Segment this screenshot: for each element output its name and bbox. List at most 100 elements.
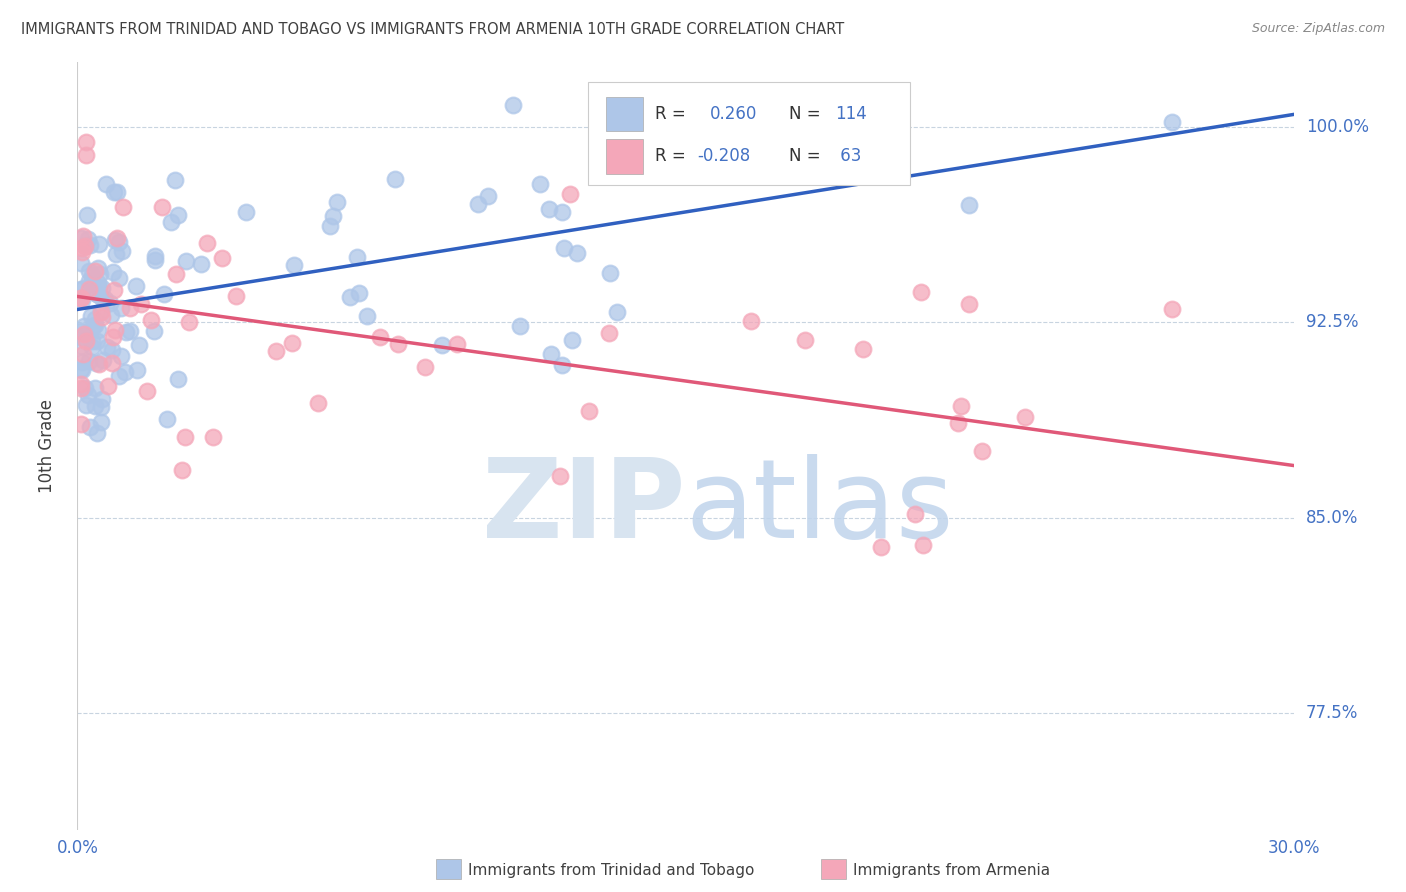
Point (76, 387, 98, 401)
Point (502, 98, 524, 112)
Point (101, 343, 124, 358)
Point (75, 381, 97, 395)
Point (115, 326, 138, 340)
Text: R =: R = (655, 147, 690, 165)
Text: N =: N = (789, 147, 825, 165)
Point (356, 309, 378, 323)
Point (565, 246, 588, 260)
Point (163, 173, 186, 187)
Point (852, 342, 875, 356)
Point (90, 305, 112, 319)
Text: Source: ZipAtlas.com: Source: ZipAtlas.com (1251, 22, 1385, 36)
Point (550, 205, 572, 219)
Text: Immigrants from Armenia: Immigrants from Armenia (853, 863, 1050, 878)
Point (83, 263, 105, 277)
Point (70, 291, 93, 305)
Point (83, 380, 105, 394)
Point (225, 289, 247, 303)
Point (339, 290, 361, 304)
Point (136, 384, 159, 398)
Point (87, 261, 110, 276)
Point (112, 200, 135, 214)
Point (77, 232, 100, 246)
Point (82, 334, 104, 348)
Text: -0.208: -0.208 (697, 147, 751, 165)
Point (107, 185, 129, 199)
Point (70, 293, 93, 308)
Point (118, 301, 141, 315)
Point (167, 372, 190, 386)
Point (103, 265, 125, 279)
Point (264, 344, 287, 359)
Text: 114: 114 (835, 105, 866, 123)
Point (281, 336, 304, 351)
Point (346, 250, 368, 264)
Point (100, 308, 122, 322)
Point (143, 253, 166, 268)
Point (70, 245, 93, 260)
Point (125, 279, 148, 293)
Point (73, 319, 96, 334)
Point (86, 286, 108, 301)
Point (86, 287, 108, 301)
Point (77, 264, 100, 278)
Point (870, 540, 893, 554)
Point (1014, 409, 1036, 424)
Point (793, 333, 815, 347)
Point (307, 396, 329, 410)
Point (79, 238, 101, 252)
Point (111, 244, 134, 259)
Text: 85.0%: 85.0% (1306, 508, 1358, 526)
Point (326, 194, 349, 209)
Point (598, 326, 620, 341)
Text: Immigrants from Trinidad and Tobago: Immigrants from Trinidad and Tobago (468, 863, 755, 878)
Point (70, 324, 93, 338)
Point (70, 377, 93, 392)
Point (430, 337, 453, 351)
Point (160, 215, 183, 229)
Point (79, 419, 101, 434)
Point (957, 198, 980, 212)
Point (143, 249, 166, 263)
Point (86, 426, 108, 441)
Point (75, 239, 97, 253)
Point (70, 256, 93, 270)
Point (84, 400, 107, 414)
Point (413, 360, 436, 375)
Point (89, 280, 111, 294)
Text: 92.5%: 92.5% (1306, 313, 1358, 332)
Point (72, 347, 94, 361)
Point (910, 285, 932, 300)
Point (235, 205, 257, 219)
Point (103, 329, 125, 343)
Point (606, 305, 628, 319)
Point (70, 354, 93, 368)
Bar (606, 97, 643, 131)
Point (90, 415, 112, 429)
Point (211, 251, 233, 265)
Point (70, 339, 93, 353)
Point (96, 340, 118, 354)
Y-axis label: 10th Grade: 10th Grade (38, 399, 56, 493)
Text: 63: 63 (835, 147, 862, 165)
Point (949, 399, 972, 413)
Point (70, 381, 93, 395)
Point (70, 282, 93, 296)
Point (80, 276, 103, 290)
Text: N =: N = (789, 105, 825, 123)
Point (283, 258, 305, 272)
Point (561, 333, 583, 347)
Point (72, 229, 94, 244)
Point (114, 365, 136, 379)
Point (946, 417, 969, 431)
Point (104, 247, 127, 261)
Point (347, 286, 370, 301)
Point (98, 296, 121, 310)
Point (195, 236, 218, 251)
Point (73, 326, 96, 341)
Point (446, 336, 468, 351)
Point (96, 177, 118, 191)
Point (174, 430, 197, 444)
Point (143, 324, 166, 338)
Point (179, 315, 201, 329)
